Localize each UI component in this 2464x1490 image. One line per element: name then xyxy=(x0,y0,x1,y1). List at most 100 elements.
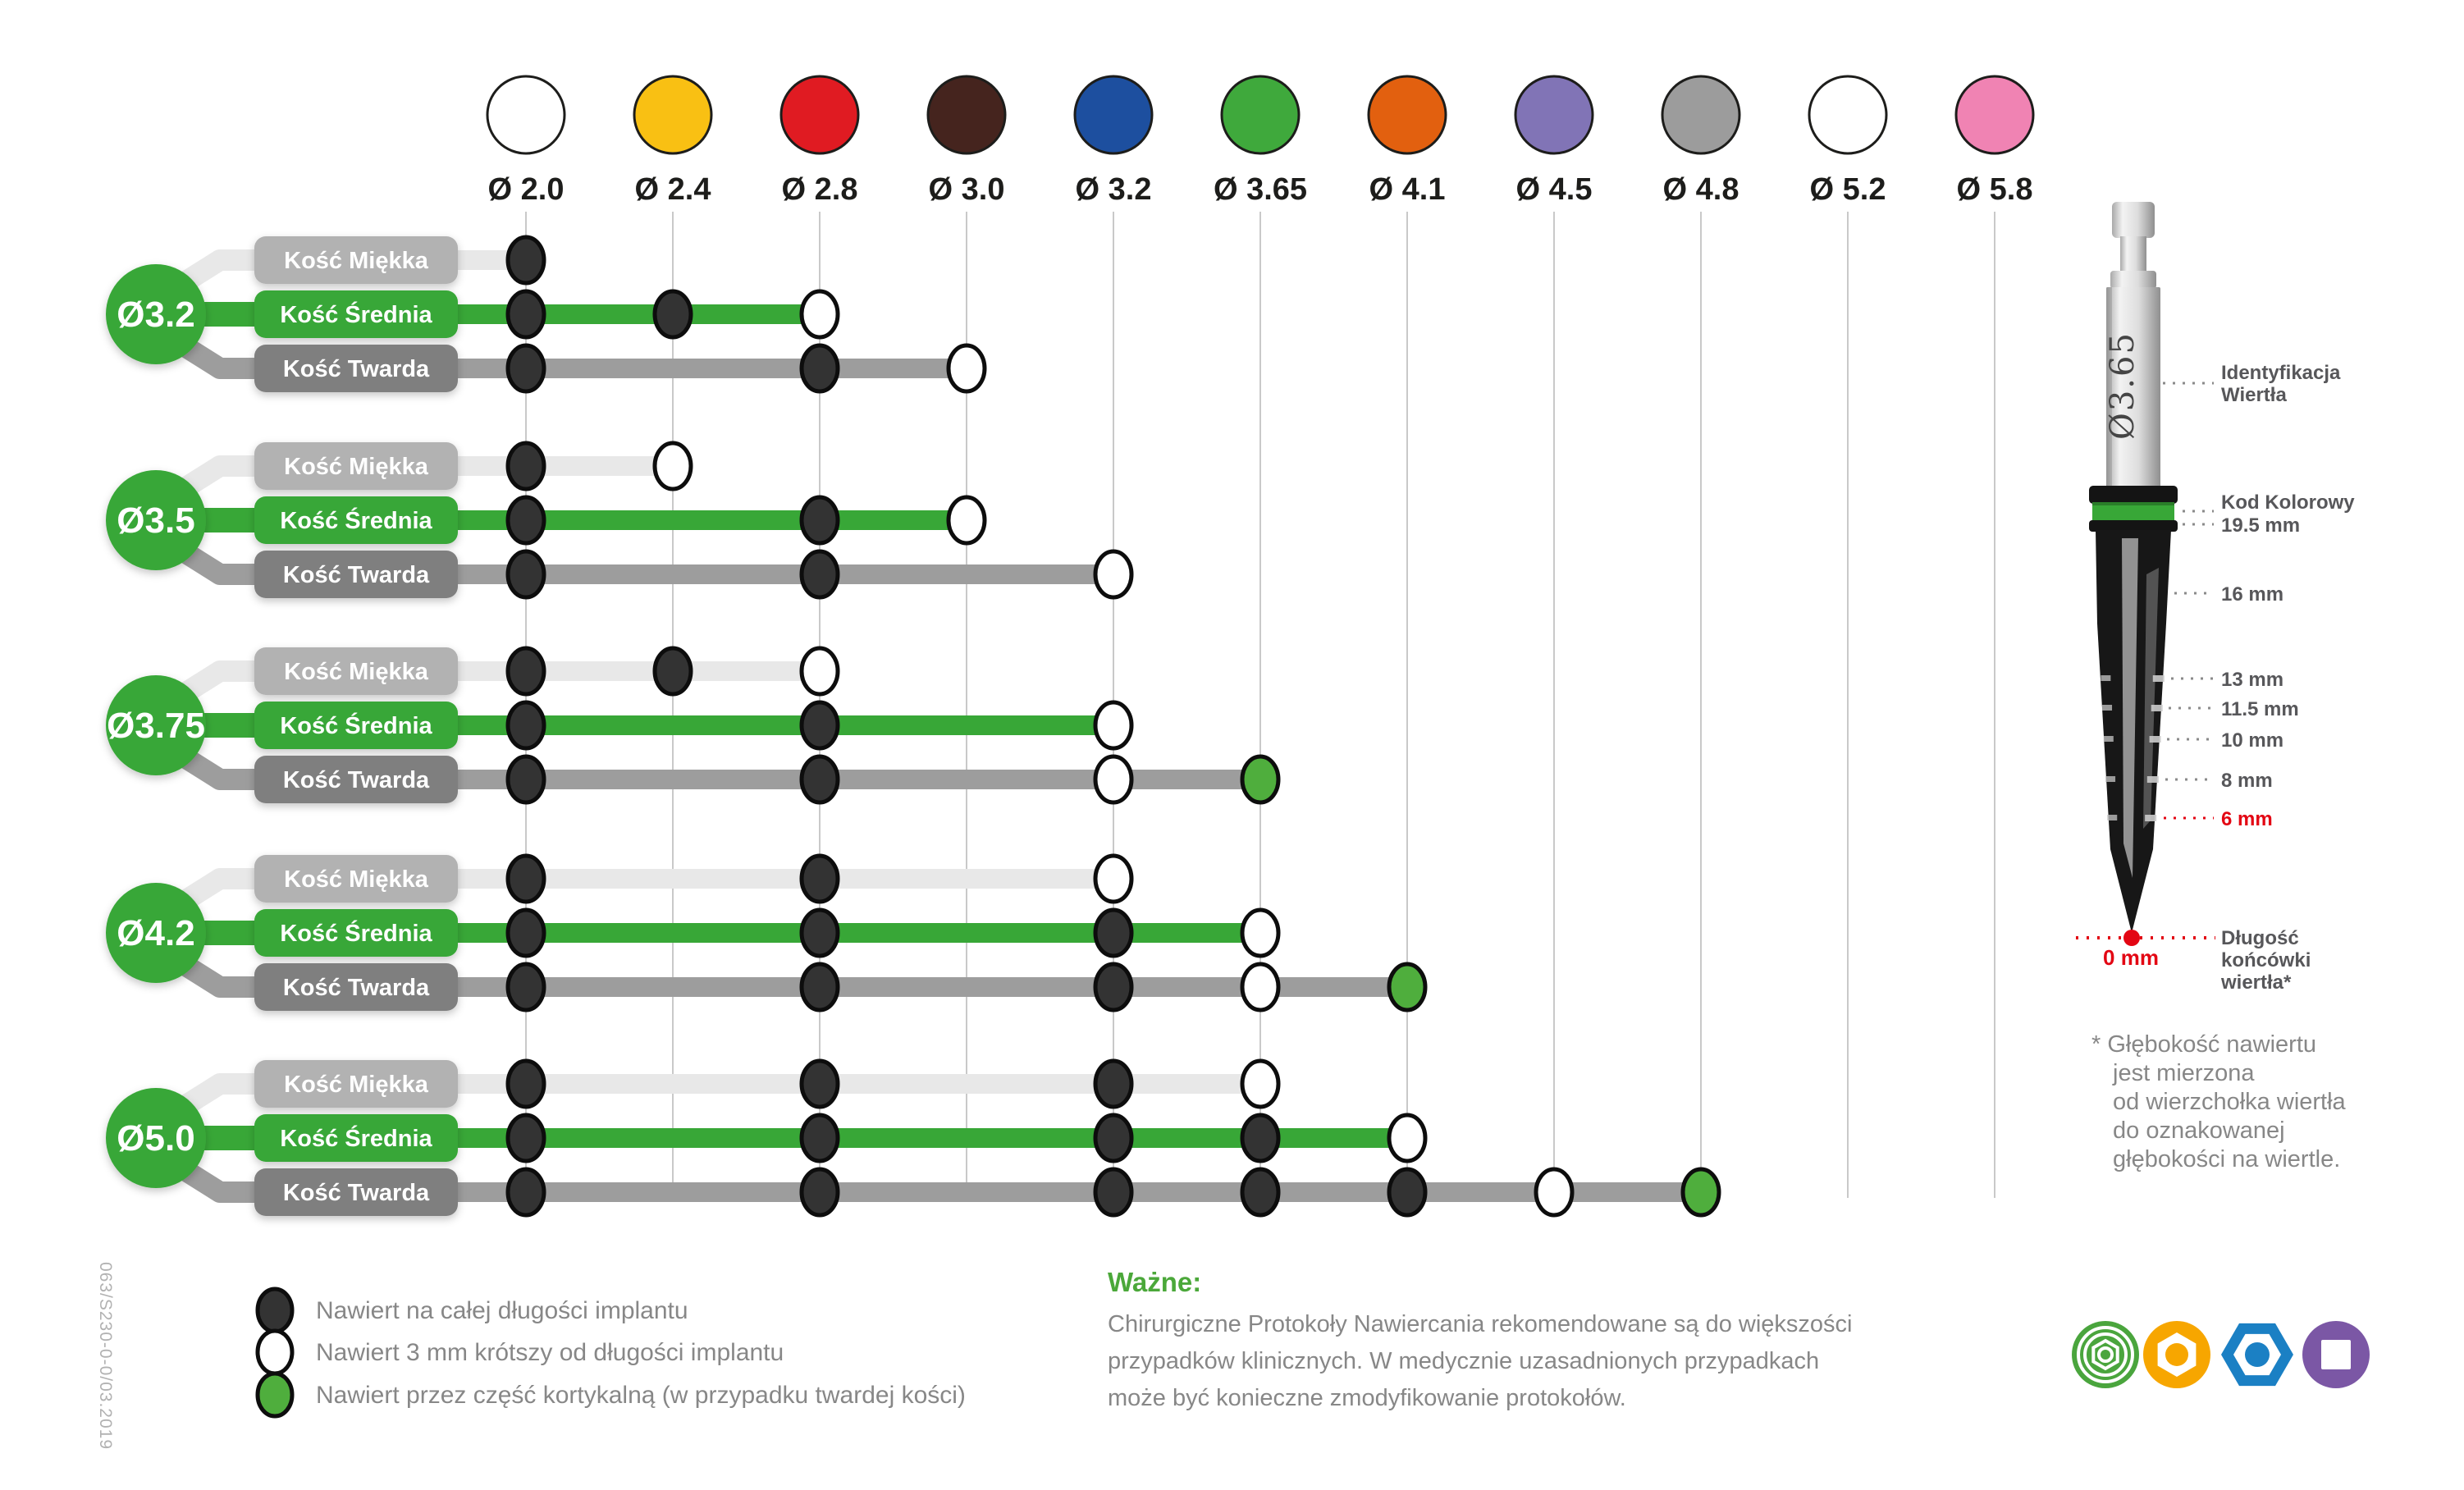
bone-label-text: Kość Twarda xyxy=(283,767,430,793)
drill-color-circle-4.1 xyxy=(1367,75,1447,155)
logo-ring xyxy=(2077,1326,2134,1383)
protocol-dot-short xyxy=(799,289,840,340)
bone-label-bubble xyxy=(254,551,458,598)
implant-diameter-label: Ø3.75 xyxy=(107,706,205,746)
bone-label-text: Kość Średnia xyxy=(280,1124,432,1152)
protocol-dot-full xyxy=(1240,1167,1281,1218)
drill-color-ring xyxy=(2092,502,2174,521)
depth-label: 6 mm xyxy=(2221,808,2273,830)
bone-label-bubble xyxy=(254,1168,458,1216)
bone-label-bubble xyxy=(254,290,458,338)
flute-notch-right xyxy=(2146,776,2159,783)
protocol-dot-full xyxy=(1093,907,1134,958)
flute-notch-left xyxy=(2102,705,2113,711)
protocol-dot-full xyxy=(799,853,840,904)
depth-label: 16 mm xyxy=(2221,583,2283,606)
bone-label-bubble xyxy=(254,855,458,903)
drill-collar-top xyxy=(2089,486,2178,504)
depth-label: 13 mm xyxy=(2221,669,2283,691)
implant-diameter-label: Ø5.0 xyxy=(117,1118,194,1159)
logo-square-dot xyxy=(2302,1321,2370,1388)
legend-dot-short xyxy=(255,1328,295,1376)
tip-length-label: Długość końcówki wiertła* xyxy=(2221,927,2311,994)
protocol-dot-full xyxy=(799,495,840,546)
bone-label-text: Kość Miękka xyxy=(284,454,429,480)
protocol-dot-short xyxy=(1534,1167,1575,1218)
footnote-text: * Głębokość nawiertu jest mierzona od wi… xyxy=(2091,1031,2346,1172)
protocol-dot-full xyxy=(1093,1113,1134,1163)
column-label-4.1: Ø 4.1 xyxy=(1369,172,1446,207)
bone-label-text: Kość Średnia xyxy=(280,711,432,739)
protocol-dot-short xyxy=(946,343,987,394)
protocol-dot-full xyxy=(1093,962,1134,1012)
protocol-dot-full xyxy=(799,700,840,751)
drill-color-circle-2.4 xyxy=(633,75,713,155)
generated-annotation-layer: Nawiert na całej długości implantu Nawier… xyxy=(255,514,2370,1419)
flute-notch-right xyxy=(2152,675,2165,682)
protocol-dot-full xyxy=(505,1058,546,1109)
logo-hexagon-ring-dot xyxy=(2143,1321,2210,1388)
protocol-dot-cortical xyxy=(1387,962,1428,1012)
bone-label-bubble xyxy=(254,496,458,544)
drill-shank-marking: Ø3.65 xyxy=(2104,331,2142,440)
protocol-dot-cortical xyxy=(1240,754,1281,805)
flute-notch-right xyxy=(2149,736,2161,743)
legend-dot-cortical xyxy=(255,1371,295,1419)
drill-shank-shading xyxy=(2106,287,2112,487)
bone-label-text: Kość Miękka xyxy=(284,866,429,893)
protocol-dot-full xyxy=(505,441,546,491)
protocol-dot-full xyxy=(1093,1058,1134,1109)
column-label-2.4: Ø 2.4 xyxy=(635,172,711,207)
bone-label-text: Kość Średnia xyxy=(280,506,432,534)
bone-label-text: Kość Średnia xyxy=(280,300,432,328)
drill-flute-highlight xyxy=(2122,538,2138,878)
generated-chart-layer: Ø 2.0 Ø 2.4 Ø 2.8 Ø 3.0 Ø 3.2 Ø 3.65 Ø 4.1 Ø 4.… xyxy=(106,75,2035,1218)
bone-label-text: Kość Twarda xyxy=(283,562,430,588)
column-label-4.8: Ø 4.8 xyxy=(1663,172,1739,207)
column-label-5.8: Ø 5.8 xyxy=(1957,172,2033,207)
bone-label-bubble xyxy=(254,756,458,803)
bone-label-text: Kość Twarda xyxy=(283,356,430,382)
protocol-dot-short xyxy=(799,646,840,697)
depth-label: 11.5 mm xyxy=(2221,698,2299,720)
protocol-dot-full xyxy=(1387,1167,1428,1218)
zero-mm-label: 0 mm xyxy=(2103,945,2159,970)
drill-illustration: Ø3.65 xyxy=(2076,202,2215,946)
protocol-dot-full xyxy=(505,343,546,394)
drill-color-circle-3.2 xyxy=(1073,75,1154,155)
legend-dot-full xyxy=(255,1287,295,1334)
legend-label-short: Nawiert 3 mm krótszy od długości implant… xyxy=(316,1339,784,1366)
drill-color-circle-5.8 xyxy=(1954,75,2035,155)
protocol-dot-full xyxy=(652,646,693,697)
flute-notch-left xyxy=(2105,776,2116,782)
legend-label-full: Nawiert na całej długości implantu xyxy=(316,1297,688,1324)
depth-label: 10 mm xyxy=(2221,729,2283,752)
implant-diameter-label: Ø3.2 xyxy=(117,295,194,335)
drill-color-circle-2.0 xyxy=(486,75,566,155)
important-heading: Ważne: xyxy=(1108,1267,1202,1297)
bone-label-bubble xyxy=(254,702,458,749)
protocol-dot-cortical xyxy=(1680,1167,1721,1218)
drill-color-circle-3.0 xyxy=(926,75,1007,155)
protocol-dot-full xyxy=(799,754,840,805)
drill-color-ring-edge xyxy=(2092,502,2174,505)
bone-label-bubble xyxy=(254,1060,458,1108)
protocol-dot-full xyxy=(799,907,840,958)
protocol-dot-full xyxy=(505,907,546,958)
implant-diameter-circle xyxy=(106,470,206,570)
protocol-dot-full xyxy=(505,289,546,340)
implant-diameter-label: Ø4.2 xyxy=(117,913,194,953)
protocol-dot-full xyxy=(505,235,546,286)
drill-flute-highlight-2 xyxy=(2143,568,2159,829)
protocol-dot-full xyxy=(1240,1113,1281,1163)
protocol-dot-short xyxy=(1093,853,1134,904)
column-label-4.5: Ø 4.5 xyxy=(1516,172,1593,207)
document-number: 063/S230-0-0/03.2019 xyxy=(96,1262,115,1451)
bone-label-bubble xyxy=(254,345,458,392)
bone-label-bubble xyxy=(254,442,458,490)
protocol-dot-short xyxy=(1093,549,1134,600)
drill-color-circle-2.8 xyxy=(779,75,860,155)
protocol-dot-short xyxy=(1093,754,1134,805)
protocol-dot-full xyxy=(505,962,546,1012)
protocol-dot-full xyxy=(799,343,840,394)
